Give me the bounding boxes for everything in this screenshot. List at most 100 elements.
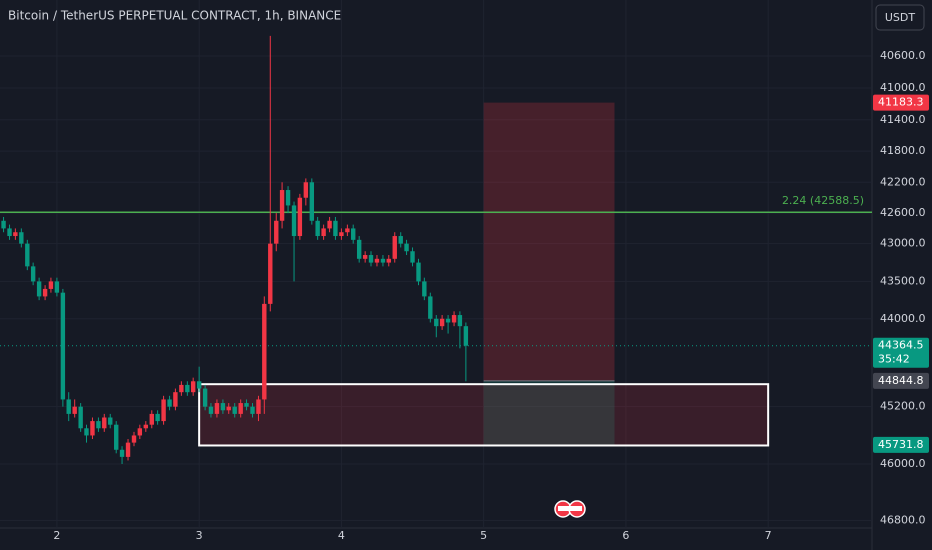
x-tick-label: 4 xyxy=(338,529,345,542)
candle-body xyxy=(410,251,415,263)
candle-body xyxy=(25,243,30,267)
candle-body xyxy=(173,392,178,407)
candles xyxy=(1,35,469,464)
stop-tag: 45731.8 xyxy=(878,438,924,451)
candle-body xyxy=(356,239,362,259)
y-tick-label: 44000.0 xyxy=(880,312,926,325)
candle-body xyxy=(48,281,54,289)
candle-body xyxy=(262,303,267,400)
candle-body xyxy=(285,190,291,206)
candle-body xyxy=(362,255,368,259)
candle-body xyxy=(463,326,469,346)
candle-body xyxy=(220,403,226,411)
candle-body xyxy=(339,232,344,237)
candle-body xyxy=(72,406,77,414)
candle-body xyxy=(309,182,315,221)
candle-body xyxy=(232,406,237,414)
x-tick-label: 3 xyxy=(196,529,203,542)
candle-body xyxy=(345,228,350,233)
candle-body xyxy=(42,288,48,297)
x-tick-label: 5 xyxy=(480,529,487,542)
x-tick-label: 6 xyxy=(622,529,629,542)
grid xyxy=(0,0,872,528)
y-tick-label: 42200.0 xyxy=(880,175,926,188)
candle-body xyxy=(155,413,160,422)
candle-body xyxy=(125,442,131,457)
candle-body xyxy=(422,281,427,297)
candle-body xyxy=(268,243,273,304)
candle-body xyxy=(190,381,196,393)
candle-body xyxy=(137,428,143,436)
y-tick-label: 42600.0 xyxy=(880,206,926,219)
candle-body xyxy=(179,384,184,393)
candle-body xyxy=(327,220,332,229)
candle-body xyxy=(226,406,231,411)
flag-icons xyxy=(554,500,586,518)
candle-body xyxy=(404,243,409,252)
candle-body xyxy=(416,262,421,282)
axis-labels: 40600.0 41000.0 41400.0 41800.0 42200.0 42600… xyxy=(53,49,929,542)
y-tick-label: 41000.0 xyxy=(880,81,926,94)
countdown: 35:42 xyxy=(878,353,910,366)
candle-body xyxy=(351,228,356,240)
candle-body xyxy=(214,403,220,414)
entry-tag: 44844.8 xyxy=(878,374,924,387)
candle-body xyxy=(102,417,107,429)
candle-body xyxy=(392,236,397,259)
candle-body xyxy=(96,421,101,429)
candle-body xyxy=(368,255,374,263)
candle-body xyxy=(196,381,202,389)
candle-body xyxy=(274,220,279,244)
chart-title: Bitcoin / TetherUS PERPETUAL CONTRACT, 1… xyxy=(8,9,341,23)
x-tick-label: 7 xyxy=(765,529,772,542)
candle-body xyxy=(185,384,190,393)
candle-body xyxy=(451,315,457,323)
candle-body xyxy=(315,220,320,237)
stop-zone xyxy=(483,380,615,445)
zone-rect xyxy=(198,383,770,447)
candle-body xyxy=(256,399,261,414)
candle-body xyxy=(143,424,149,429)
candle-body xyxy=(131,435,137,443)
candle-body xyxy=(374,258,380,263)
candle-body xyxy=(167,399,172,407)
currency-label[interactable]: USDT xyxy=(885,11,916,24)
target-zone xyxy=(483,102,615,381)
candle-body xyxy=(54,281,60,293)
y-tick-label: 43500.0 xyxy=(880,274,926,287)
candle-body xyxy=(161,399,166,422)
candle-body xyxy=(457,315,463,327)
candle-body xyxy=(13,232,18,237)
candle-body xyxy=(297,197,303,237)
candle-body xyxy=(208,406,214,414)
candle-body xyxy=(428,296,433,319)
y-tick-label: 40600.0 xyxy=(880,49,926,62)
candle-body xyxy=(7,228,12,237)
candle-body xyxy=(84,428,89,436)
candle-body xyxy=(291,205,297,237)
candle-body xyxy=(445,318,451,323)
candle-body xyxy=(250,406,255,414)
candle-body xyxy=(149,413,154,425)
currency-button[interactable] xyxy=(875,4,925,31)
candle-body xyxy=(321,228,326,237)
target-tag-bg xyxy=(873,94,929,111)
candle-body xyxy=(439,318,445,327)
candle-body xyxy=(398,236,403,244)
candle-body xyxy=(1,220,6,229)
y-tick-label: 46000.0 xyxy=(880,457,926,470)
candle-body xyxy=(90,421,95,436)
y-tick-label: 45200.0 xyxy=(880,400,926,413)
y-tick-label: 43000.0 xyxy=(880,237,926,250)
last-price-tag-bg xyxy=(873,337,929,368)
candle-body xyxy=(434,318,439,327)
candle-body xyxy=(303,182,309,198)
y-tick-label: 46800.0 xyxy=(880,513,926,526)
candle-body xyxy=(333,220,338,237)
candle-body xyxy=(279,190,285,221)
candle-body xyxy=(119,449,125,457)
candle-body xyxy=(19,232,24,244)
